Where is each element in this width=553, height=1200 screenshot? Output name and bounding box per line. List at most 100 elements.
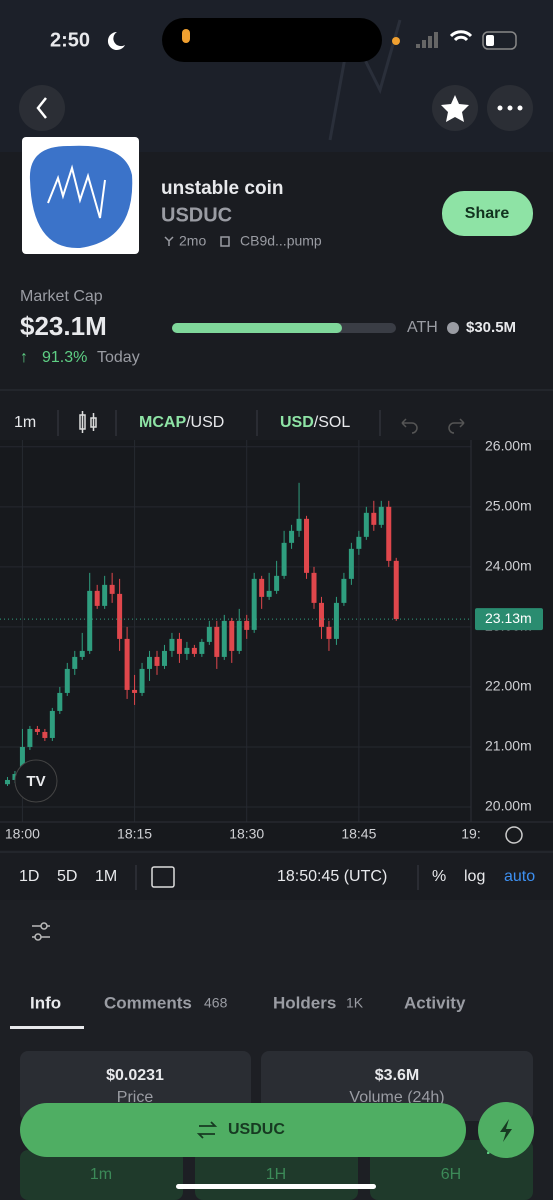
calendar-icon[interactable] (151, 866, 175, 888)
change-arrow: ↑ (20, 349, 28, 366)
moon-icon (107, 31, 125, 50)
coin-age: 2mo (179, 233, 206, 249)
info-icon[interactable] (447, 322, 459, 334)
candle-body (49, 710, 55, 738)
mic-icon (182, 29, 190, 43)
x-tick-label: 18:00 (5, 826, 40, 842)
candle-body (206, 626, 212, 642)
sol-suffix: /SOL (314, 414, 351, 431)
candle-body (117, 593, 123, 639)
x-tick-label: 19: (461, 826, 480, 842)
candle-body (244, 620, 250, 630)
candle-body (124, 638, 130, 690)
last-price-tag (475, 608, 543, 631)
x-tick-label: 18:15 (117, 826, 152, 842)
log-toggle[interactable]: log (464, 868, 485, 885)
candle-body (274, 575, 280, 591)
candle-body (371, 512, 377, 525)
undo-icon[interactable] (401, 418, 418, 434)
filter-icon[interactable] (32, 922, 50, 941)
market-cap-value: $23.1M (20, 311, 107, 341)
signal-icon (416, 32, 438, 48)
candle-body (34, 728, 40, 732)
share-button[interactable] (442, 191, 533, 236)
candle-body (356, 536, 362, 549)
copy-icon (220, 236, 230, 247)
candle-body (318, 602, 324, 627)
tradingview-mark: TV (26, 773, 45, 790)
mcap-label: MCAP (139, 414, 186, 431)
range-button[interactable]: 1M (95, 868, 117, 885)
chart-settings-icon[interactable] (505, 826, 523, 844)
candle-body (199, 641, 205, 654)
candle-body (221, 620, 227, 657)
candle-body (169, 638, 175, 651)
y-tick-label: 26.00m (485, 438, 532, 454)
auto-toggle[interactable]: auto (504, 868, 535, 885)
timeframe[interactable]: 1H (266, 1166, 286, 1183)
percent-toggle[interactable]: % (432, 868, 446, 885)
candle-body (176, 638, 182, 654)
swap-icon (196, 1121, 218, 1139)
timeframe[interactable]: 1m (90, 1166, 112, 1183)
candle-body (147, 656, 153, 669)
tab-activity[interactable]: Activity (404, 993, 466, 1012)
coin-address[interactable]: CB9d...pump (240, 233, 322, 249)
ath-label: ATH (407, 319, 438, 336)
battery-icon (482, 31, 517, 50)
candle-body (333, 602, 339, 639)
candle-type-icon[interactable] (79, 411, 97, 433)
dynamic-island (162, 18, 382, 62)
y-tick-label: 25.00m (485, 498, 532, 514)
y-tick-label: 20.00m (485, 798, 532, 814)
candle-body (161, 650, 167, 666)
tab-comments[interactable]: Comments (104, 993, 192, 1012)
coin-name: unstable coin (161, 178, 283, 199)
candle-body (348, 548, 354, 579)
timeframe[interactable]: 6H (441, 1166, 461, 1183)
tab-holders[interactable]: Holders (273, 993, 336, 1012)
ath-progress-fill (172, 323, 342, 333)
market-cap-change: 91.3% (42, 349, 87, 366)
candle-body (102, 584, 108, 606)
interval-button[interactable]: 1m (14, 414, 36, 431)
x-tick-label: 18:30 (229, 826, 264, 842)
range-button[interactable]: 1D (19, 868, 39, 885)
buy-button[interactable] (20, 1103, 466, 1157)
redo-icon[interactable] (448, 418, 465, 434)
usd-toggle[interactable]: USD/SOL (280, 414, 350, 431)
age-icon (164, 236, 174, 246)
usd-suffix: /USD (186, 414, 224, 431)
tab-info[interactable]: Info (30, 993, 61, 1012)
candle-body (94, 590, 100, 606)
share-label[interactable]: Share (465, 205, 510, 222)
more-icon (497, 105, 523, 111)
candle-body (109, 584, 115, 594)
tab-count: 1K (346, 995, 364, 1011)
candle-body (251, 578, 257, 630)
mcap-toggle[interactable]: MCAP/USD (139, 414, 224, 431)
y-tick-label: 22.00m (485, 678, 532, 694)
candle-body (259, 578, 265, 597)
candle-body (214, 626, 220, 657)
candle-body (281, 542, 287, 576)
range-button[interactable]: 5D (57, 868, 77, 885)
candle-body (289, 530, 295, 543)
candle-body (341, 578, 347, 603)
candle-body (4, 779, 10, 785)
candle-body (393, 560, 399, 620)
candle-body (72, 656, 78, 669)
candle-body (378, 506, 384, 525)
back-button[interactable] (19, 85, 65, 131)
candle-body (139, 668, 145, 693)
usd-label: USD (280, 414, 314, 431)
candle-body (184, 647, 190, 654)
y-tick-label: 21.00m (485, 738, 532, 754)
battery-level (486, 35, 494, 46)
home-indicator (176, 1184, 376, 1189)
candle-body (132, 689, 138, 693)
candle-body (386, 506, 392, 561)
buy-label[interactable]: USDUC (228, 1121, 285, 1138)
tradingview-logo[interactable] (14, 759, 58, 803)
